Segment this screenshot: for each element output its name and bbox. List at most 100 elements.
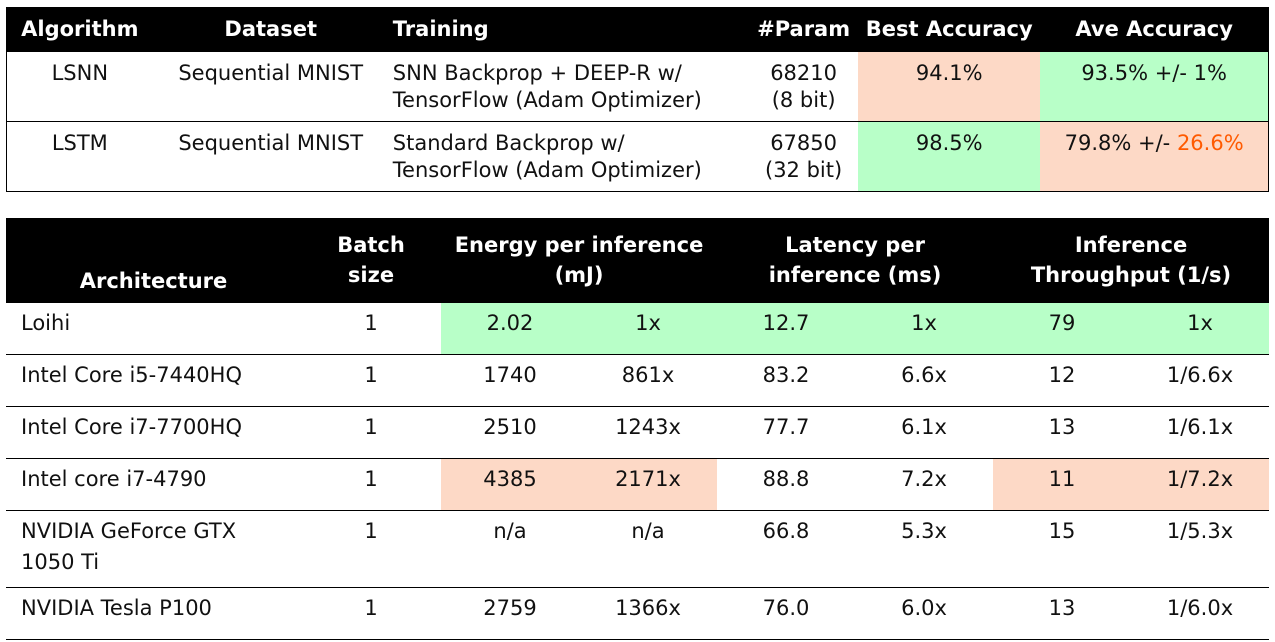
ave-accuracy-cell: 93.5% +/- 1% bbox=[1040, 51, 1269, 122]
performance-header-row: Architecture Batch size Energy per infer… bbox=[6, 218, 1270, 303]
ave-accuracy-value: 79.8% +/- bbox=[1064, 131, 1177, 155]
table-row: Intel core i7-4790 1 4385 2171x 88.8 7.2… bbox=[6, 458, 1270, 511]
energy-ratio-cell: 2171x bbox=[579, 458, 718, 511]
energy-cell: n/a bbox=[441, 510, 579, 588]
header-line: Energy per inference bbox=[454, 233, 704, 257]
accuracy-header-row: Algorithm Dataset Training #Param Best A… bbox=[6, 7, 1269, 52]
header-algorithm: Algorithm bbox=[6, 7, 153, 52]
throughput-ratio-cell: 1x bbox=[1131, 302, 1270, 355]
throughput-ratio-cell: 1/6.1x bbox=[1131, 406, 1270, 459]
energy-ratio-cell: 1x bbox=[579, 302, 718, 355]
throughput-cell: 13 bbox=[993, 587, 1132, 640]
ave-accuracy-highlight: 26.6% bbox=[1176, 131, 1244, 155]
throughput-ratio-cell: 1/6.0x bbox=[1131, 587, 1270, 640]
header-line: size bbox=[347, 263, 395, 287]
energy-cell: 2759 bbox=[441, 587, 579, 640]
batch-cell: 1 bbox=[301, 587, 441, 640]
header-line: inference (ms) bbox=[768, 263, 942, 287]
throughput-cell: 12 bbox=[993, 354, 1132, 407]
architecture-cell: NVIDIA GeForce GTX 1050 Ti bbox=[6, 510, 301, 588]
table-row: NVIDIA Tesla P100 1 2759 1366x 76.0 6.0x… bbox=[6, 587, 1270, 640]
algorithm-cell: LSTM bbox=[6, 121, 153, 192]
energy-ratio-cell: 1243x bbox=[579, 406, 718, 459]
architecture-cell: NVIDIA Tesla P100 bbox=[6, 587, 301, 640]
header-param: #Param bbox=[749, 7, 859, 52]
training-line: TensorFlow (Adam Optimizer) bbox=[392, 158, 702, 182]
energy-ratio-cell: 861x bbox=[579, 354, 718, 407]
header-best-accuracy: Best Accuracy bbox=[858, 7, 1041, 52]
param-count: 67850 bbox=[770, 131, 837, 155]
latency-ratio-cell: 6.1x bbox=[855, 406, 994, 459]
latency-cell: 76.0 bbox=[717, 587, 856, 640]
architecture-cell: Loihi bbox=[6, 302, 301, 355]
latency-cell: 66.8 bbox=[717, 510, 856, 588]
param-cell: 67850 (32 bit) bbox=[749, 121, 859, 192]
performance-table: Architecture Batch size Energy per infer… bbox=[6, 218, 1270, 640]
header-architecture: Architecture bbox=[6, 218, 301, 303]
latency-ratio-cell: 6.6x bbox=[855, 354, 994, 407]
ave-accuracy-value: 93.5% +/- 1% bbox=[1081, 61, 1227, 85]
table-row: LSTM Sequential MNIST Standard Backprop … bbox=[6, 121, 1269, 192]
table-row: Intel Core i5-7440HQ 1 1740 861x 83.2 6.… bbox=[6, 354, 1270, 407]
energy-cell: 1740 bbox=[441, 354, 579, 407]
throughput-cell: 13 bbox=[993, 406, 1132, 459]
table-row: LSNN Sequential MNIST SNN Backprop + DEE… bbox=[6, 51, 1269, 122]
throughput-ratio-cell: 1/5.3x bbox=[1131, 510, 1270, 588]
throughput-ratio-cell: 1/7.2x bbox=[1131, 458, 1270, 511]
header-batch-size: Batch size bbox=[301, 218, 441, 303]
energy-cell: 2.02 bbox=[441, 302, 579, 355]
header-dataset: Dataset bbox=[152, 7, 389, 52]
training-line: TensorFlow (Adam Optimizer) bbox=[392, 88, 702, 112]
training-cell: SNN Backprop + DEEP-R w/ TensorFlow (Ada… bbox=[388, 51, 750, 122]
param-count: 68210 bbox=[770, 61, 837, 85]
batch-cell: 1 bbox=[301, 406, 441, 459]
throughput-cell: 79 bbox=[993, 302, 1132, 355]
training-line: Standard Backprop w/ bbox=[392, 131, 625, 155]
architecture-cell: Intel core i7-4790 bbox=[6, 458, 301, 511]
accuracy-table: Algorithm Dataset Training #Param Best A… bbox=[6, 7, 1269, 192]
header-ave-accuracy: Ave Accuracy bbox=[1040, 7, 1269, 52]
throughput-ratio-cell: 1/6.6x bbox=[1131, 354, 1270, 407]
header-training: Training bbox=[388, 7, 750, 52]
latency-cell: 88.8 bbox=[717, 458, 856, 511]
header-throughput: Inference Throughput (1/s) bbox=[993, 218, 1270, 303]
table-row: Loihi 1 2.02 1x 12.7 1x 79 1x bbox=[6, 302, 1270, 355]
dataset-cell: Sequential MNIST bbox=[152, 121, 389, 192]
param-bits: (8 bit) bbox=[771, 88, 836, 112]
energy-ratio-cell: n/a bbox=[579, 510, 718, 588]
throughput-cell: 15 bbox=[993, 510, 1132, 588]
table-row: Intel Core i7-7700HQ 1 2510 1243x 77.7 6… bbox=[6, 406, 1270, 459]
batch-cell: 1 bbox=[301, 354, 441, 407]
param-cell: 68210 (8 bit) bbox=[749, 51, 859, 122]
architecture-cell: Intel Core i7-7700HQ bbox=[6, 406, 301, 459]
header-line: (mJ) bbox=[554, 263, 604, 287]
batch-cell: 1 bbox=[301, 510, 441, 588]
architecture-cell: Intel Core i5-7440HQ bbox=[6, 354, 301, 407]
training-cell: Standard Backprop w/ TensorFlow (Adam Op… bbox=[388, 121, 750, 192]
header-energy: Energy per inference (mJ) bbox=[441, 218, 718, 303]
energy-cell: 2510 bbox=[441, 406, 579, 459]
algorithm-cell: LSNN bbox=[6, 51, 153, 122]
header-latency: Latency per inference (ms) bbox=[717, 218, 994, 303]
dataset-cell: Sequential MNIST bbox=[152, 51, 389, 122]
latency-cell: 77.7 bbox=[717, 406, 856, 459]
energy-cell: 4385 bbox=[441, 458, 579, 511]
param-bits: (32 bit) bbox=[765, 158, 843, 182]
latency-ratio-cell: 1x bbox=[855, 302, 994, 355]
latency-cell: 12.7 bbox=[717, 302, 856, 355]
throughput-cell: 11 bbox=[993, 458, 1132, 511]
best-accuracy-cell: 98.5% bbox=[858, 121, 1041, 192]
latency-ratio-cell: 5.3x bbox=[855, 510, 994, 588]
header-line: Throughput (1/s) bbox=[1030, 263, 1232, 287]
table-row: NVIDIA GeForce GTX 1050 Ti 1 n/a n/a 66.… bbox=[6, 510, 1270, 588]
training-line: SNN Backprop + DEEP-R w/ bbox=[392, 61, 682, 85]
latency-cell: 83.2 bbox=[717, 354, 856, 407]
ave-accuracy-cell: 79.8% +/- 26.6% bbox=[1040, 121, 1269, 192]
latency-ratio-cell: 7.2x bbox=[855, 458, 994, 511]
batch-cell: 1 bbox=[301, 302, 441, 355]
header-line: Batch bbox=[337, 233, 405, 257]
energy-ratio-cell: 1366x bbox=[579, 587, 718, 640]
header-line: Latency per bbox=[785, 233, 925, 257]
latency-ratio-cell: 6.0x bbox=[855, 587, 994, 640]
best-accuracy-cell: 94.1% bbox=[858, 51, 1041, 122]
